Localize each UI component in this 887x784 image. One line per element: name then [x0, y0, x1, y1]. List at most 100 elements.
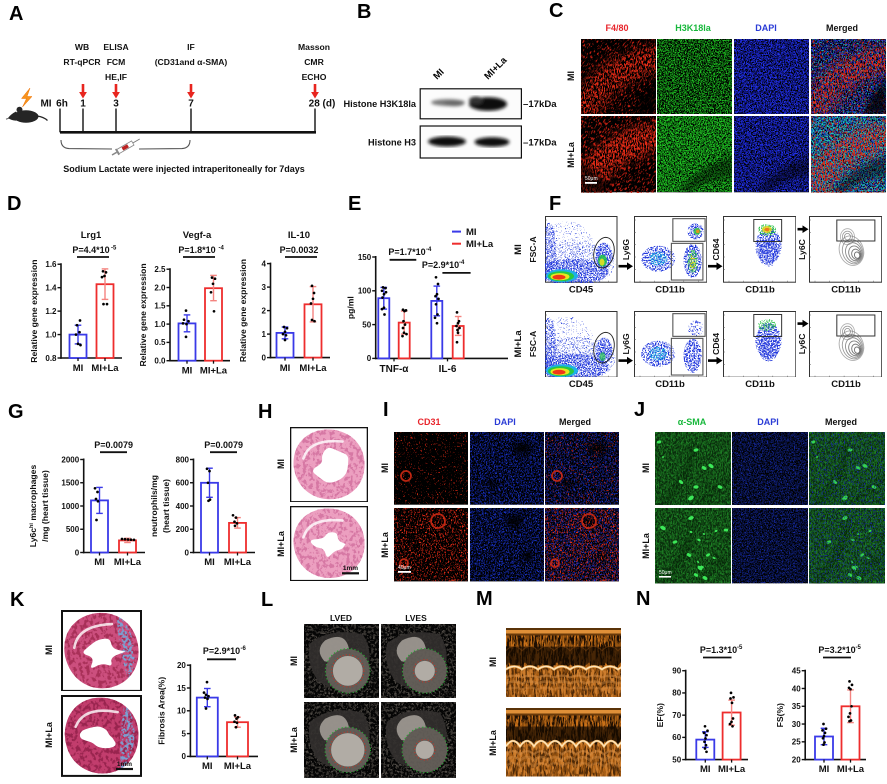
svg-text:800: 800: [176, 455, 190, 464]
svg-text:0.0: 0.0: [154, 357, 166, 366]
svg-text:MI: MI: [488, 657, 498, 667]
svg-text:Vegf-a: Vegf-a: [183, 230, 212, 241]
svg-text:DAPI: DAPI: [494, 417, 516, 427]
svg-text:4: 4: [262, 259, 267, 268]
svg-text:7: 7: [188, 99, 194, 110]
svg-text:15: 15: [177, 684, 186, 693]
svg-text:F4/80: F4/80: [605, 23, 628, 33]
svg-text:MI: MI: [566, 71, 576, 81]
svg-text:Ly6C: Ly6C: [797, 239, 807, 260]
svg-text:P=0.0079: P=0.0079: [94, 440, 133, 450]
svg-text:50: 50: [672, 755, 681, 764]
svg-text:Ly6C: Ly6C: [797, 334, 807, 355]
svg-text:H3K18la: H3K18la: [675, 23, 712, 33]
svg-text:30: 30: [792, 720, 801, 729]
svg-text:CD45: CD45: [569, 379, 594, 390]
svg-text:60: 60: [672, 733, 681, 742]
svg-text:-5: -5: [111, 246, 117, 252]
svg-text:CD11b: CD11b: [655, 379, 685, 390]
svg-text:RT-qPCR: RT-qPCR: [63, 57, 101, 67]
svg-text:MI: MI: [73, 363, 84, 374]
svg-text:45: 45: [792, 667, 801, 676]
svg-text:35: 35: [792, 702, 801, 711]
svg-text:MI+La: MI+La: [380, 531, 390, 558]
svg-text:P=1.3*10: P=1.3*10: [700, 645, 737, 655]
svg-text:HE,IF: HE,IF: [105, 72, 127, 82]
svg-text:DAPI: DAPI: [755, 23, 777, 33]
svg-text:TNF-α: TNF-α: [380, 364, 410, 375]
svg-text:MI: MI: [819, 764, 830, 775]
svg-text:P=1.8*10: P=1.8*10: [178, 245, 215, 255]
svg-text:Relative gene expression: Relative gene expression: [138, 263, 148, 366]
svg-text:MI: MI: [289, 656, 299, 666]
svg-text:50μm: 50μm: [585, 176, 598, 182]
svg-text:MI+La: MI+La: [91, 363, 119, 374]
svg-text:FCM: FCM: [107, 57, 126, 67]
svg-text:28 (d): 28 (d): [309, 99, 336, 110]
svg-text:0.8: 0.8: [45, 354, 57, 363]
svg-text:P=0.0079: P=0.0079: [204, 440, 243, 450]
svg-text:1500: 1500: [61, 479, 79, 488]
svg-text:DAPI: DAPI: [757, 417, 779, 427]
svg-text:50: 50: [362, 320, 371, 329]
svg-text:80: 80: [672, 689, 681, 698]
svg-text:-4: -4: [426, 247, 432, 253]
svg-text:500: 500: [66, 525, 80, 534]
svg-text:ELISA: ELISA: [103, 42, 128, 52]
svg-text:Ly6G: Ly6G: [621, 333, 631, 354]
svg-text:MI+La: MI+La: [276, 530, 286, 557]
svg-text:Lrg1: Lrg1: [81, 230, 102, 241]
svg-text:P=4.4*10: P=4.4*10: [72, 245, 109, 255]
svg-text:MI+La: MI+La: [466, 239, 494, 250]
svg-text:1000: 1000: [61, 502, 79, 511]
svg-text:5: 5: [181, 729, 186, 738]
svg-text:CMR: CMR: [304, 57, 324, 67]
svg-text:IF: IF: [187, 42, 195, 52]
svg-text:CD11b: CD11b: [831, 379, 861, 390]
svg-text:Merged: Merged: [825, 417, 857, 427]
svg-text:1: 1: [262, 330, 267, 339]
svg-text:6h: 6h: [56, 99, 68, 110]
svg-text:MI+La: MI+La: [114, 557, 142, 568]
svg-text:MI: MI: [44, 645, 54, 655]
svg-text:25: 25: [792, 738, 801, 747]
svg-text:Relative gene expression: Relative gene expression: [29, 260, 39, 363]
svg-text:MI+La: MI+La: [837, 764, 865, 775]
svg-text:pg/ml: pg/ml: [346, 296, 356, 319]
svg-text:MI+La: MI+La: [224, 557, 252, 568]
svg-text:Masson: Masson: [298, 42, 330, 52]
svg-text:MI: MI: [94, 557, 105, 568]
svg-text:MI+La: MI+La: [482, 55, 510, 83]
svg-text:1.5: 1.5: [154, 302, 166, 311]
svg-text:MI: MI: [202, 761, 213, 772]
svg-text:EF(%): EF(%): [655, 703, 665, 727]
svg-text:(heart tissue): (heart tissue): [161, 479, 171, 533]
svg-text:FSC-A: FSC-A: [528, 331, 538, 357]
svg-text:0: 0: [75, 548, 80, 557]
svg-text:MI: MI: [182, 366, 193, 377]
svg-text:Merged: Merged: [559, 417, 591, 427]
svg-text:50μm: 50μm: [659, 570, 672, 576]
svg-text:-4: -4: [459, 260, 465, 266]
svg-text:2.0: 2.0: [154, 283, 166, 292]
svg-text:1mm: 1mm: [343, 565, 358, 572]
svg-text:MI+La: MI+La: [224, 761, 252, 772]
svg-text:0: 0: [181, 752, 186, 761]
svg-text:40μm: 40μm: [398, 565, 411, 571]
svg-text:-5: -5: [856, 645, 862, 651]
svg-text:MI: MI: [40, 99, 51, 110]
svg-text:CD64: CD64: [711, 333, 721, 355]
svg-text:LVED: LVED: [330, 613, 352, 623]
svg-text:MI+La: MI+La: [641, 532, 651, 559]
svg-text:10: 10: [177, 707, 186, 716]
svg-text:WB: WB: [75, 42, 89, 52]
svg-text:0.5: 0.5: [154, 338, 166, 347]
svg-text:200: 200: [176, 525, 190, 534]
svg-text:CD11b: CD11b: [745, 284, 775, 295]
svg-text:P=1.7*10: P=1.7*10: [388, 247, 425, 257]
svg-text:1.6: 1.6: [45, 260, 57, 269]
svg-text:-6: -6: [241, 646, 247, 652]
svg-text:0: 0: [185, 548, 190, 557]
svg-text:Sodium Lactate were injected i: Sodium Lactate were injected intraperito…: [63, 164, 305, 174]
svg-text:Ly6chi macrophages: Ly6chi macrophages: [28, 465, 38, 548]
